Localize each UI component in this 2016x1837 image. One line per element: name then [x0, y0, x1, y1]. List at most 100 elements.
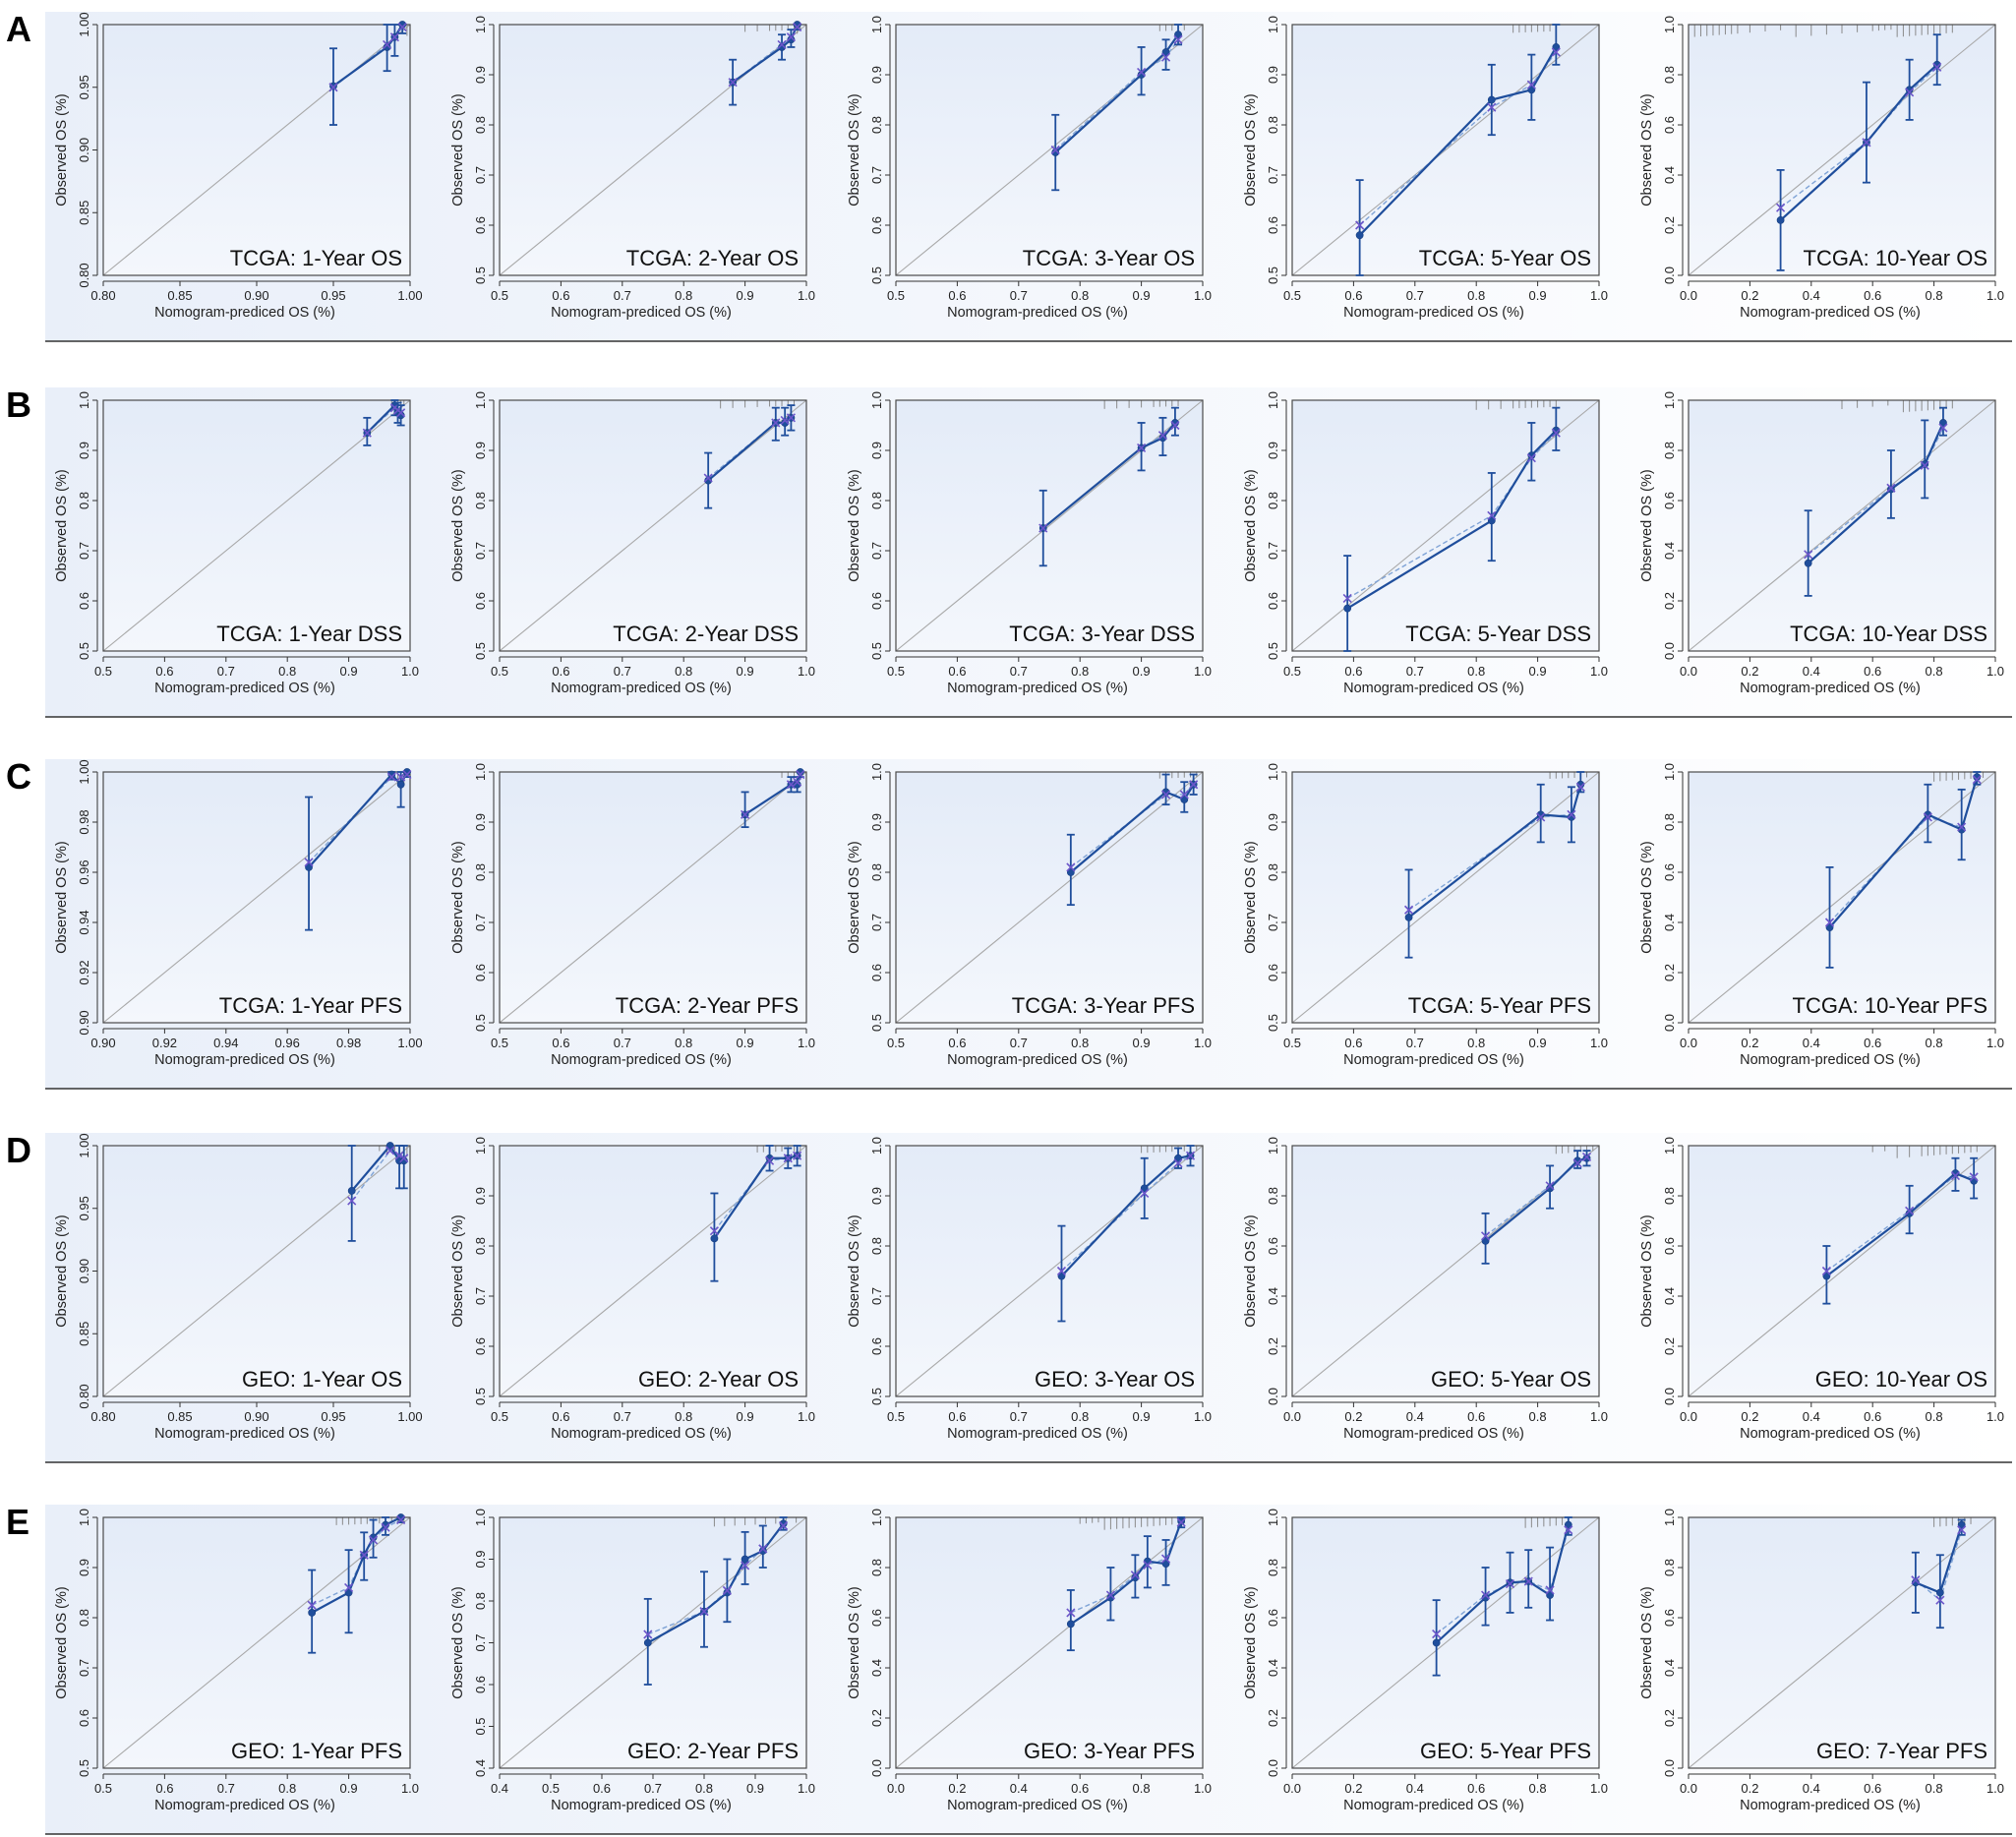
panel-title: GEO: 3-Year OS — [1035, 1367, 1195, 1392]
bias-marker — [396, 408, 406, 418]
y-tick-label: 0.94 — [77, 910, 91, 934]
y-tick-label: 0.5 — [1266, 267, 1280, 284]
plot-frame — [102, 1516, 411, 1769]
bias-marker — [1160, 52, 1171, 62]
data-point — [1487, 95, 1496, 104]
data-point — [1564, 1520, 1572, 1529]
y-axis-label: Observed OS (%) — [847, 93, 862, 206]
x-tick-label: 0.5 — [887, 664, 905, 679]
y-tick-label: 0.6 — [473, 592, 488, 610]
x-tick-label: 0.5 — [491, 1409, 508, 1424]
x-tick-label: 0.8 — [675, 1409, 692, 1424]
data-point — [1161, 48, 1170, 56]
y-axis-label: Observed OS (%) — [1639, 1215, 1655, 1327]
data-point — [758, 1547, 767, 1555]
y-tick-label: 0.6 — [473, 964, 488, 981]
x-tick-label: 1.0 — [1590, 1409, 1608, 1424]
calibration-line — [1825, 1171, 1975, 1277]
y-tick-label: 1.0 — [77, 1509, 91, 1526]
y-axis-label: Observed OS (%) — [54, 1215, 70, 1327]
bias-marker — [1487, 102, 1497, 112]
bias-marker — [1957, 822, 1967, 832]
data-point — [396, 780, 405, 789]
x-axis-label: Nomogram-prediced OS (%) — [947, 1052, 1128, 1068]
y-tick-label: 1.0 — [869, 391, 884, 409]
x-axis-label: Nomogram-prediced OS (%) — [551, 305, 732, 321]
panel-title: TCGA: 3-Year OS — [1023, 246, 1195, 270]
row-label: D — [6, 1130, 31, 1170]
x-tick-label: 0.4 — [1803, 288, 1820, 303]
x-tick-label: 0.4 — [1803, 1036, 1820, 1050]
y-axis-label: Observed OS (%) — [847, 841, 862, 953]
bias-marker — [1905, 1206, 1915, 1215]
bias-marker — [1038, 523, 1048, 533]
y-tick-label: 0.6 — [473, 1676, 488, 1693]
ideal-reference-line — [102, 399, 411, 652]
bias-marker — [1950, 1171, 1961, 1181]
x-tick-label: 0.6 — [593, 1781, 611, 1796]
y-axis-label: Observed OS (%) — [1243, 93, 1259, 206]
x-tick-label: 0.85 — [167, 288, 192, 303]
x-tick-label: 0.8 — [1071, 1409, 1089, 1424]
bias-marker — [362, 428, 372, 438]
ideal-reference-line — [102, 1145, 411, 1397]
x-tick-label: 0.9 — [340, 664, 358, 679]
x-tick-label: 0.90 — [244, 1409, 268, 1424]
bias-marker — [793, 777, 802, 787]
y-axis-label: Observed OS (%) — [450, 1215, 466, 1327]
data-point — [1957, 1520, 1966, 1529]
x-tick-label: 0.6 — [552, 1409, 569, 1424]
x-tick-label: 0.96 — [275, 1036, 300, 1050]
y-tick-label: 0.6 — [473, 1337, 488, 1355]
bias-marker — [1523, 1576, 1533, 1586]
x-axis-label: Nomogram-prediced OS (%) — [1343, 1798, 1524, 1813]
x-tick-label: 0.9 — [1529, 664, 1547, 679]
data-point — [710, 1234, 719, 1243]
x-tick-label: 0.8 — [1071, 1036, 1089, 1050]
bias-corrected-line — [351, 1150, 405, 1202]
y-tick-label: 0.9 — [473, 442, 488, 459]
bias-marker — [1886, 483, 1896, 493]
y-tick-label: 0.7 — [473, 542, 488, 560]
panel-title: GEO: 1-Year PFS — [231, 1739, 402, 1763]
plot-frame — [895, 771, 1204, 1024]
x-tick-label: 0.8 — [1926, 1036, 1943, 1050]
y-axis-label: Observed OS (%) — [1243, 841, 1259, 953]
y-tick-label: 0.4 — [473, 1759, 488, 1777]
y-tick-label: 0.0 — [869, 1759, 884, 1777]
y-axis-label: Observed OS (%) — [1639, 1586, 1655, 1698]
bias-marker — [347, 1196, 357, 1206]
calibration-panel: 0.0 0.2 0.4 0.6 0.8 1.0 Nomogram-prediced OS (… — [1639, 1509, 2004, 1813]
x-tick-label: 0.8 — [1926, 1781, 1943, 1796]
y-tick-label: 0.8 — [473, 116, 488, 134]
x-axis-label: Nomogram-prediced OS (%) — [1740, 1426, 1921, 1442]
x-axis-label: Nomogram-prediced OS (%) — [1343, 1052, 1524, 1068]
x-tick-label: 0.4 — [1803, 664, 1820, 679]
bias-marker — [328, 83, 338, 92]
x-axis-label: Nomogram-prediced OS (%) — [947, 1426, 1128, 1442]
calibration-panel: 0.0 0.2 0.4 0.6 0.8 1.0 Nomogram-prediced OS (… — [1639, 763, 2004, 1068]
y-tick-label: 0.6 — [1266, 964, 1280, 981]
x-tick-label: 0.6 — [948, 1036, 966, 1050]
calibration-line — [1346, 429, 1558, 610]
x-axis-label: Nomogram-prediced OS (%) — [551, 1798, 732, 1813]
y-tick-label: 0.90 — [77, 1259, 91, 1283]
bias-marker — [1938, 423, 1948, 433]
bias-marker — [741, 809, 750, 819]
x-tick-label: 0.5 — [542, 1781, 560, 1796]
x-tick-label: 0.5 — [887, 1036, 905, 1050]
y-tick-label: 0.8 — [473, 1592, 488, 1610]
bias-marker — [1526, 453, 1536, 463]
x-tick-label: 0.9 — [1529, 1036, 1547, 1050]
bias-marker — [386, 772, 396, 782]
x-tick-label: 0.8 — [278, 1781, 296, 1796]
x-tick-label: 0.4 — [1406, 1781, 1424, 1796]
y-tick-label: 0.9 — [473, 1550, 488, 1568]
plot-frame — [499, 1516, 807, 1769]
y-axis-label: Observed OS (%) — [54, 1586, 70, 1698]
data-point — [779, 1519, 788, 1528]
plot-frame — [895, 1145, 1204, 1397]
x-tick-label: 1.0 — [1194, 288, 1212, 303]
x-tick-label: 0.90 — [90, 1036, 115, 1050]
x-tick-label: 0.9 — [746, 1781, 764, 1796]
